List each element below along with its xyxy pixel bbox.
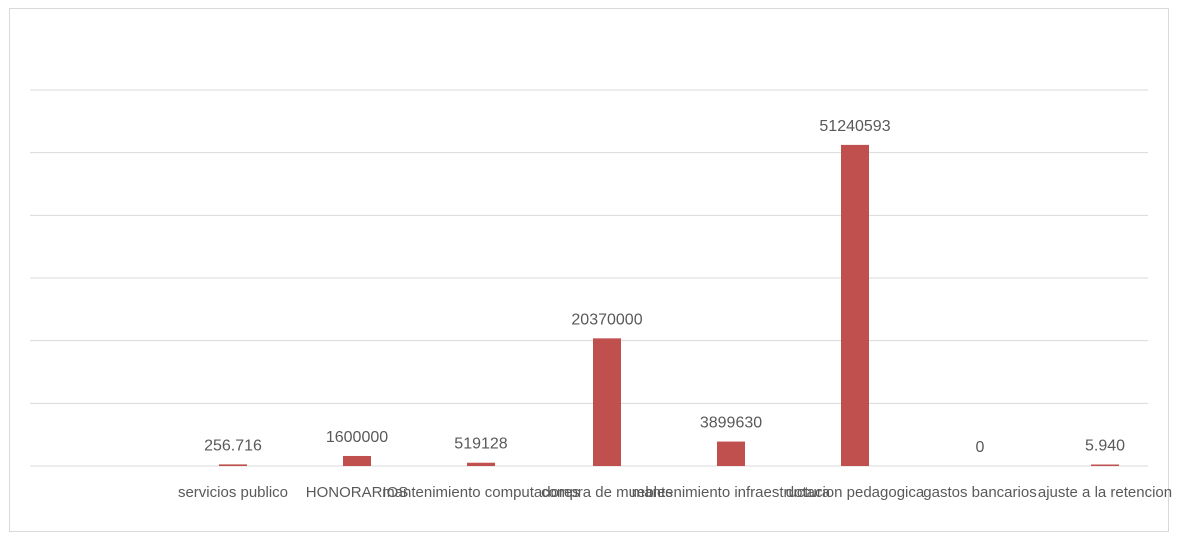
bar: [1091, 464, 1119, 466]
bar: [219, 464, 247, 466]
bar: [593, 338, 621, 466]
category-label: HONORARIOS: [306, 484, 409, 501]
data-label: 256.716: [204, 437, 262, 454]
bar: [717, 441, 745, 466]
category-label: dotacion pedagogica: [786, 484, 925, 501]
data-label: 20370000: [571, 311, 642, 328]
chart-frame: [9, 8, 1169, 532]
category-label: mantenimiento computadores: [382, 484, 580, 501]
bar: [343, 455, 371, 466]
category-label: mantenimiento infraestructura: [632, 484, 831, 501]
data-label: 3899630: [700, 415, 762, 432]
data-label: 1600000: [326, 429, 388, 446]
data-label: 519128: [454, 436, 507, 453]
data-label: 51240593: [819, 118, 890, 135]
category-label: compra de muebles: [541, 484, 673, 501]
bar: [467, 462, 495, 466]
category-label: gastos bancarios: [923, 484, 1036, 501]
bar: [841, 144, 869, 467]
data-label: 0: [976, 439, 985, 456]
category-label: ajuste a la retencion: [1038, 484, 1172, 501]
category-label: servicios publico: [178, 484, 288, 501]
data-label: 5.940: [1085, 438, 1125, 455]
